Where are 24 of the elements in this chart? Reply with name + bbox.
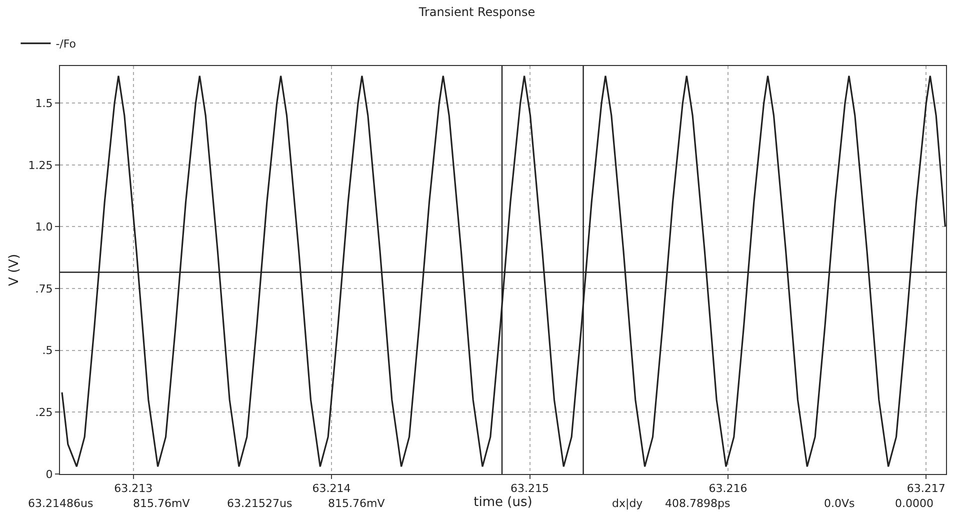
- y-tick-label: 0: [46, 468, 53, 481]
- y-tick-label: .5: [42, 344, 53, 358]
- y-tick-label: .25: [35, 406, 53, 420]
- y-axis-title: V (V): [7, 254, 22, 286]
- x-axis-title: time (us): [474, 495, 532, 510]
- text: 815.76mV: [328, 497, 386, 510]
- text: 408.7898ps: [665, 497, 730, 510]
- x-tick-label: 63.214: [312, 482, 351, 496]
- text: 0.0Vs: [824, 497, 856, 510]
- text: 815.76mV: [133, 497, 190, 510]
- y-tick-label: 1.25: [28, 158, 53, 172]
- legend-label: -/Fo: [56, 38, 76, 51]
- chart-title: Transient Response: [418, 5, 536, 20]
- text: dx|dy: [612, 497, 644, 510]
- x-tick-label: 63.213: [114, 482, 153, 496]
- text: 63.21527us: [227, 497, 292, 510]
- x-tick-label: 63.215: [510, 482, 550, 496]
- text: 63.21486us: [28, 497, 94, 510]
- text: 0.0000: [895, 497, 934, 510]
- y-tick-label: .75: [35, 282, 53, 296]
- y-tick-label: 1.0: [35, 220, 53, 234]
- x-tick-label: 63.217: [906, 482, 946, 496]
- y-tick-label: 1.5: [35, 96, 53, 110]
- x-tick-label: 63.216: [708, 482, 748, 496]
